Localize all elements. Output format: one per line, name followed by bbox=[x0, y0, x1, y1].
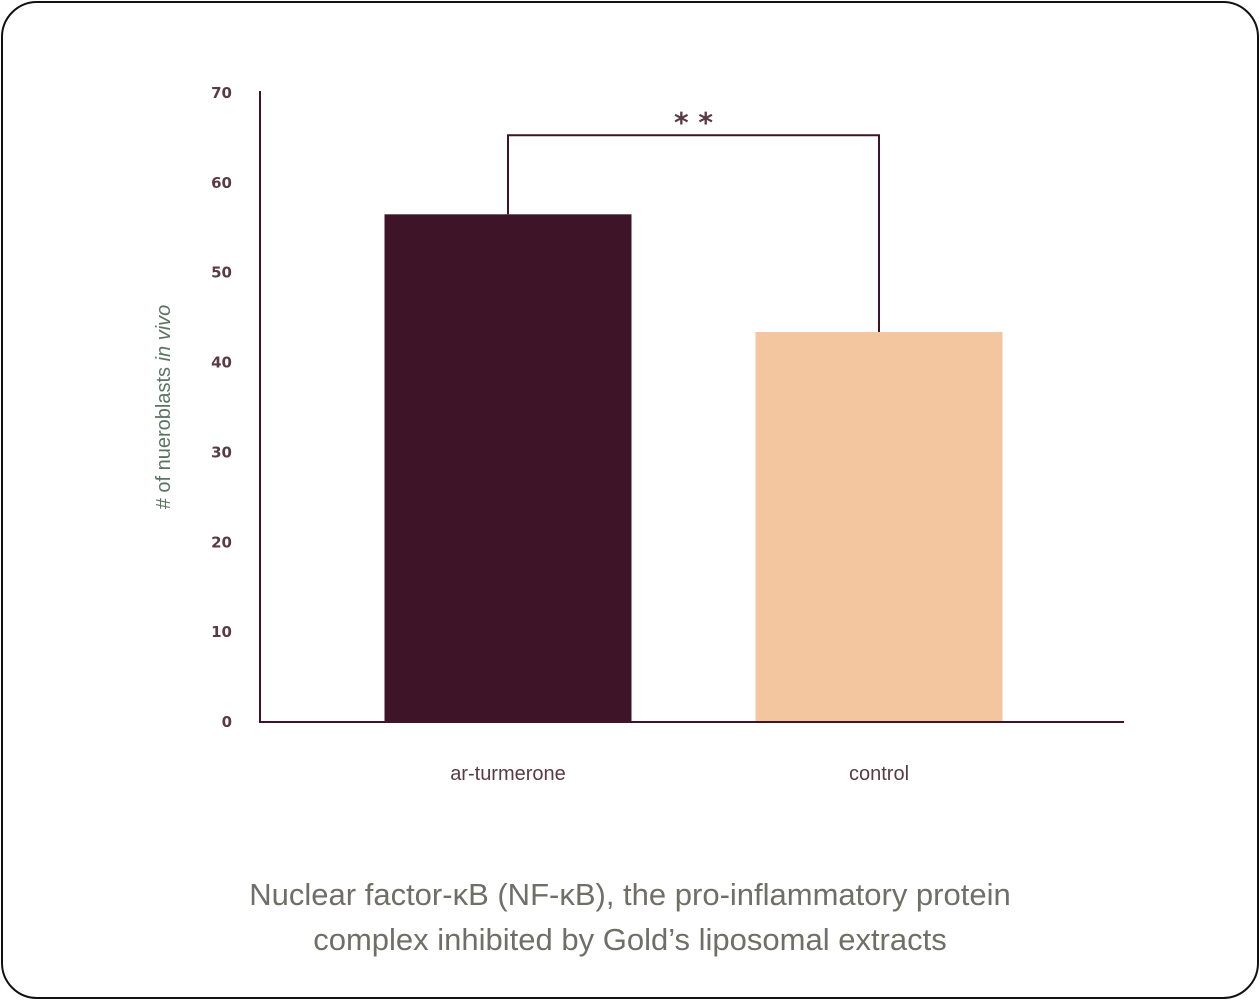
bar-control bbox=[755, 332, 1003, 722]
y-tick-label: 60 bbox=[211, 174, 232, 192]
bars bbox=[384, 214, 1003, 723]
y-tick-label: 10 bbox=[211, 623, 232, 641]
significance-bracket-group: * * bbox=[507, 106, 880, 333]
y-tick-label: 40 bbox=[211, 354, 232, 372]
x-tick-label: control bbox=[849, 763, 909, 785]
y-axis-label: # of nueroblasts in vivo bbox=[153, 305, 175, 510]
y-tick-label: 30 bbox=[211, 443, 232, 461]
caption-line-2: complex inhibited by Gold’s liposomal ex… bbox=[313, 922, 947, 957]
y-tick-label: 0 bbox=[222, 713, 232, 731]
y-axis-label-italic: in vivo bbox=[153, 305, 175, 362]
caption-line-1: Nuclear factor-κB (NF-κB), the pro-infla… bbox=[249, 877, 1011, 912]
chart-caption: Nuclear factor-κB (NF-κB), the pro-infla… bbox=[180, 872, 1080, 962]
y-axis-label-main: # of nueroblasts bbox=[153, 361, 175, 509]
y-axis-ticks: 0 10 20 30 40 50 60 70 bbox=[211, 84, 232, 731]
significance-bracket bbox=[507, 134, 880, 333]
x-axis-categories: ar-turmerone control bbox=[450, 763, 909, 785]
y-tick-label: 50 bbox=[211, 264, 232, 282]
x-tick-label: ar-turmerone bbox=[450, 763, 566, 785]
bar-ar-turmerone bbox=[384, 214, 632, 723]
y-tick-label: 20 bbox=[211, 533, 232, 551]
significance-label: * * bbox=[674, 106, 713, 139]
y-tick-label: 70 bbox=[211, 84, 232, 102]
